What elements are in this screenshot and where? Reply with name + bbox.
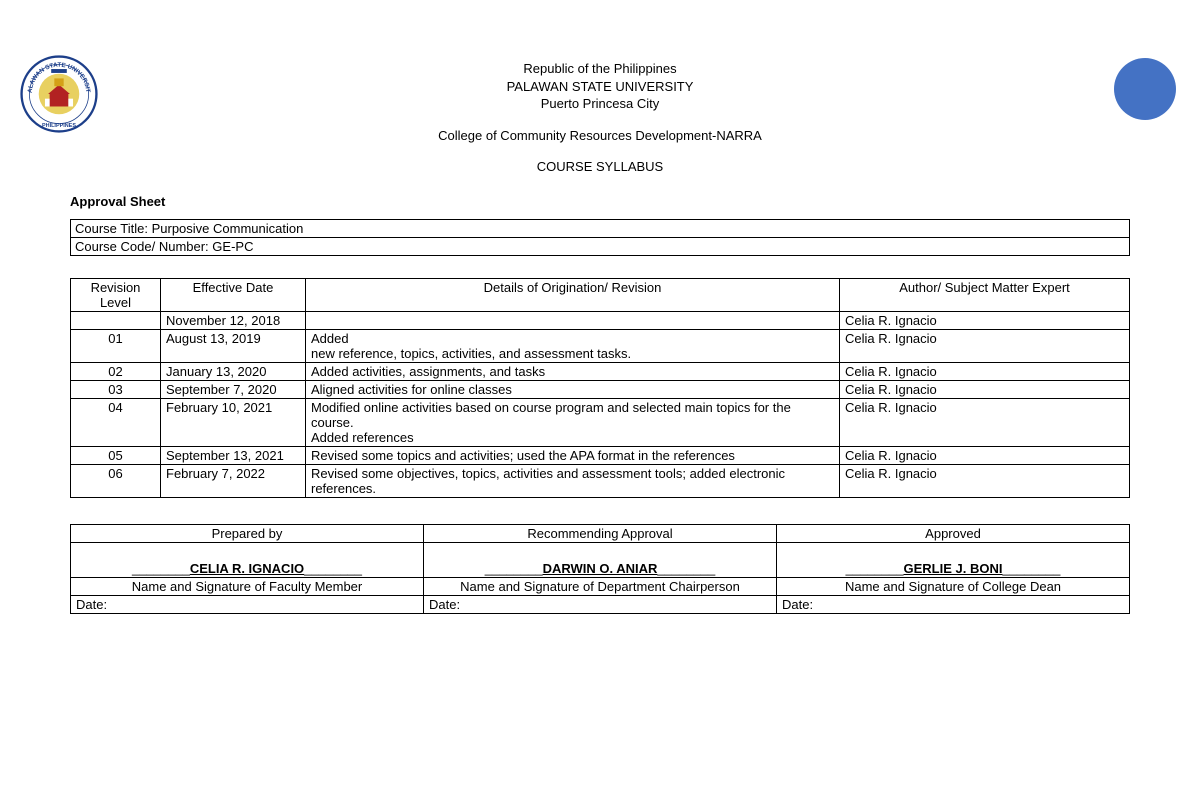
rev-date: February 10, 2021: [161, 398, 306, 446]
rev-author: Celia R. Ignacio: [840, 329, 1130, 362]
header-line-college: College of Community Resources Developme…: [0, 127, 1200, 145]
signature-table: Prepared by Recommending Approval Approv…: [70, 524, 1130, 614]
table-row: 05September 13, 2021Revised some topics …: [71, 446, 1130, 464]
table-row: 04February 10, 2021Modified online activ…: [71, 398, 1130, 446]
col-details: Details of Origination/ Revision: [306, 278, 840, 311]
rev-level: [71, 311, 161, 329]
sig-role-3: Name and Signature of College Dean: [777, 577, 1130, 595]
blue-circle-decor: [1114, 58, 1176, 120]
rev-details: Revised some objectives, topics, activit…: [306, 464, 840, 497]
rev-details: [306, 311, 840, 329]
rev-date: January 13, 2020: [161, 362, 306, 380]
rev-details: Aligned activities for online classes: [306, 380, 840, 398]
rev-author: Celia R. Ignacio: [840, 464, 1130, 497]
sig-role-2: Name and Signature of Department Chairpe…: [424, 577, 777, 595]
header-line-republic: Republic of the Philippines: [0, 60, 1200, 78]
rev-date: August 13, 2019: [161, 329, 306, 362]
rev-author: Celia R. Ignacio: [840, 362, 1130, 380]
rev-level: 03: [71, 380, 161, 398]
header-line-university: PALAWAN STATE UNIVERSITY: [0, 78, 1200, 96]
sig-date-3: Date:: [777, 595, 1130, 613]
rev-date: November 12, 2018: [161, 311, 306, 329]
col-revision-level: Revision Level: [71, 278, 161, 311]
table-row: 03September 7, 2020Aligned activities fo…: [71, 380, 1130, 398]
rev-details: Modified online activities based on cour…: [306, 398, 840, 446]
rev-author: Celia R. Ignacio: [840, 446, 1130, 464]
col-effective-date: Effective Date: [161, 278, 306, 311]
sig-header-approved: Approved: [777, 524, 1130, 542]
table-row: 06February 7, 2022Revised some objective…: [71, 464, 1130, 497]
rev-date: February 7, 2022: [161, 464, 306, 497]
rev-details: Revised some topics and activities; used…: [306, 446, 840, 464]
rev-details: Added new reference, topics, activities,…: [306, 329, 840, 362]
sig-header-prepared: Prepared by: [71, 524, 424, 542]
revision-table: Revision Level Effective Date Details of…: [70, 278, 1130, 498]
table-row: 02January 13, 2020Added activities, assi…: [71, 362, 1130, 380]
rev-level: 04: [71, 398, 161, 446]
course-info-table: Course Title: Purposive Communication Co…: [70, 219, 1130, 256]
sig-header-recommending: Recommending Approval: [424, 524, 777, 542]
rev-level: 02: [71, 362, 161, 380]
sig-date-2: Date:: [424, 595, 777, 613]
rev-date: September 7, 2020: [161, 380, 306, 398]
col-author: Author/ Subject Matter Expert: [840, 278, 1130, 311]
sig-name-2: ________DARWIN O. ANIAR________: [424, 542, 777, 577]
rev-date: September 13, 2021: [161, 446, 306, 464]
sig-name-3: ________GERLIE J. BONI________: [777, 542, 1130, 577]
document-header: Republic of the Philippines PALAWAN STAT…: [0, 0, 1200, 176]
rev-author: Celia R. Ignacio: [840, 398, 1130, 446]
rev-author: Celia R. Ignacio: [840, 311, 1130, 329]
sig-name-1: ________CELIA R. IGNACIO________: [71, 542, 424, 577]
university-seal: PALAWAN STATE UNIVERSITY PHILIPPINES: [20, 55, 98, 133]
course-code-cell: Course Code/ Number: GE-PC: [71, 237, 1130, 255]
header-line-syllabus: COURSE SYLLABUS: [0, 158, 1200, 176]
rev-level: 01: [71, 329, 161, 362]
table-row: November 12, 2018 Celia R. Ignacio: [71, 311, 1130, 329]
sig-role-1: Name and Signature of Faculty Member: [71, 577, 424, 595]
rev-author: Celia R. Ignacio: [840, 380, 1130, 398]
approval-sheet-title: Approval Sheet: [70, 194, 1200, 209]
rev-details: Added activities, assignments, and tasks: [306, 362, 840, 380]
rev-level: 06: [71, 464, 161, 497]
table-row: 01August 13, 2019Added new reference, to…: [71, 329, 1130, 362]
course-title-cell: Course Title: Purposive Communication: [71, 219, 1130, 237]
rev-level: 05: [71, 446, 161, 464]
header-line-city: Puerto Princesa City: [0, 95, 1200, 113]
svg-text:PHILIPPINES: PHILIPPINES: [42, 123, 76, 129]
sig-date-1: Date:: [71, 595, 424, 613]
